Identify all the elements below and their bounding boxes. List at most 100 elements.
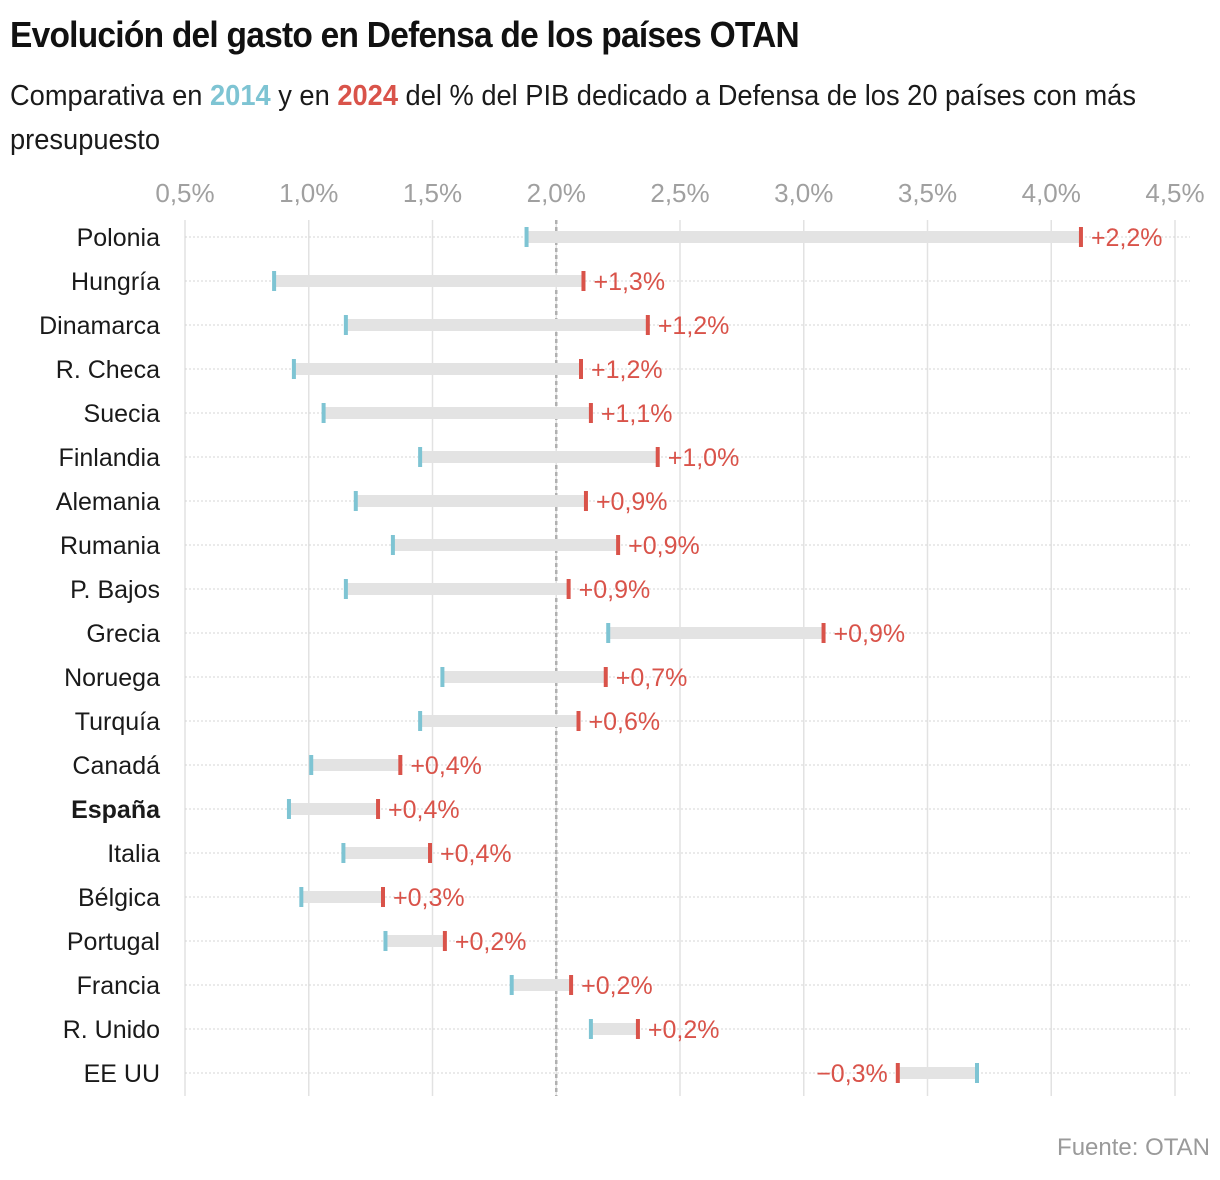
change-label: +2,2% [1091, 224, 1163, 252]
change-bar [420, 715, 579, 727]
change-bar [385, 935, 445, 947]
country-label: Dinamarca [39, 312, 160, 340]
change-bar [355, 495, 586, 507]
country-label: R. Unido [63, 1016, 160, 1044]
marker-2014 [418, 711, 423, 731]
x-tick-label: 4,0% [1022, 178, 1081, 208]
x-axis-ticks: 0,5% 1,0% 1,5% 2,0% 2,5% 3,0% 3,5% 4,0% 4,5% [155, 178, 1204, 208]
country-label: P. Bajos [70, 576, 160, 604]
change-bar [420, 451, 658, 463]
change-label: +1,3% [593, 268, 665, 296]
marker-2024 [398, 755, 403, 775]
change-bar [323, 407, 591, 419]
marker-2014 [440, 667, 445, 687]
change-label: +0,4% [440, 840, 512, 868]
change-label: +0,9% [834, 620, 906, 648]
country-row: España +0,4% [71, 796, 460, 824]
country-label: Polonia [77, 224, 160, 252]
subtitle-text: Comparativa en [10, 80, 211, 112]
x-tick-label: 3,0% [774, 178, 833, 208]
change-bar [301, 891, 383, 903]
marker-2014 [286, 799, 291, 819]
marker-2024 [821, 623, 826, 643]
country-row: Alemania +0,9% [56, 488, 668, 516]
country-row: Polonia +2,2% [77, 224, 1163, 252]
country-label: Hungría [71, 268, 160, 296]
country-row: Hungría +1,3% [71, 268, 665, 296]
change-label: +1,1% [601, 400, 673, 428]
marker-2014 [343, 579, 348, 599]
change-label: +1,2% [658, 312, 730, 340]
change-label: +1,0% [668, 444, 740, 472]
change-bar [897, 1067, 977, 1079]
country-label: Rumania [60, 532, 160, 560]
subtitle-text: y en [270, 80, 338, 112]
marker-2024 [376, 799, 381, 819]
country-label: Noruega [64, 664, 160, 692]
marker-2014 [383, 931, 388, 951]
marker-2014 [343, 315, 348, 335]
country-row: R. Checa +1,2% [56, 356, 663, 384]
country-row: Rumania +0,9% [60, 532, 700, 560]
country-label: EE UU [84, 1060, 160, 1088]
change-label: +0,4% [410, 752, 482, 780]
marker-2024 [381, 887, 385, 907]
marker-2024 [428, 843, 433, 863]
chart-title: Evolución del gasto en Defensa de los pa… [10, 14, 800, 55]
marker-2024 [581, 271, 586, 291]
country-label: R. Checa [56, 356, 160, 384]
marker-2014 [509, 975, 514, 995]
x-tick-label: 3,5% [898, 178, 957, 208]
marker-2014 [291, 359, 296, 379]
marker-2024 [616, 535, 621, 555]
marker-2024 [579, 359, 583, 379]
change-label: −0,3% [816, 1060, 888, 1088]
x-tick-label: 1,5% [403, 178, 462, 208]
change-bar [311, 759, 401, 771]
change-label: +0,9% [579, 576, 651, 604]
change-bar [343, 847, 431, 859]
gridlines [184, 220, 1190, 1096]
marker-2014 [418, 447, 423, 467]
marker-2014 [272, 271, 277, 291]
change-label: +1,2% [591, 356, 663, 384]
country-row: EE UU −0,3% [84, 1060, 979, 1088]
marker-2024 [635, 1019, 640, 1039]
marker-2024 [569, 975, 574, 995]
marker-2014 [524, 227, 529, 247]
change-bar [345, 319, 648, 331]
marker-2024 [442, 931, 447, 951]
country-row: R. Unido +0,2% [63, 1016, 720, 1044]
x-tick-label: 1,0% [279, 178, 338, 208]
subtitle-year-2014: 2014 [210, 80, 271, 112]
country-label: Grecia [86, 620, 160, 648]
country-label: Finlandia [59, 444, 161, 472]
change-bar [274, 275, 584, 287]
marker-2014 [341, 843, 346, 863]
marker-2024 [1078, 227, 1083, 247]
country-row: Bélgica +0,3% [78, 884, 465, 912]
marker-2024 [655, 447, 660, 467]
marker-2024 [895, 1063, 900, 1083]
change-bar [442, 671, 606, 683]
country-row: Portugal +0,2% [67, 928, 527, 956]
country-label: España [71, 796, 161, 824]
country-row: Finlandia +1,0% [59, 444, 740, 472]
change-label: +0,9% [628, 532, 700, 560]
marker-2014 [321, 403, 326, 423]
country-row: Canadá +0,4% [72, 752, 481, 780]
change-bar [345, 583, 569, 595]
marker-2024 [603, 667, 608, 687]
change-bar [392, 539, 619, 551]
x-tick-label: 2,0% [527, 178, 586, 208]
x-tick-label: 0,5% [155, 178, 214, 208]
subtitle-year-2024: 2024 [337, 80, 398, 112]
change-label: +0,4% [388, 796, 460, 824]
country-row: Turquía +0,6% [75, 708, 660, 736]
country-label: Canadá [72, 752, 160, 780]
country-label: Alemania [56, 488, 160, 516]
marker-2024 [588, 403, 593, 423]
country-row: Grecia +0,9% [86, 620, 905, 648]
marker-2014 [975, 1063, 979, 1083]
